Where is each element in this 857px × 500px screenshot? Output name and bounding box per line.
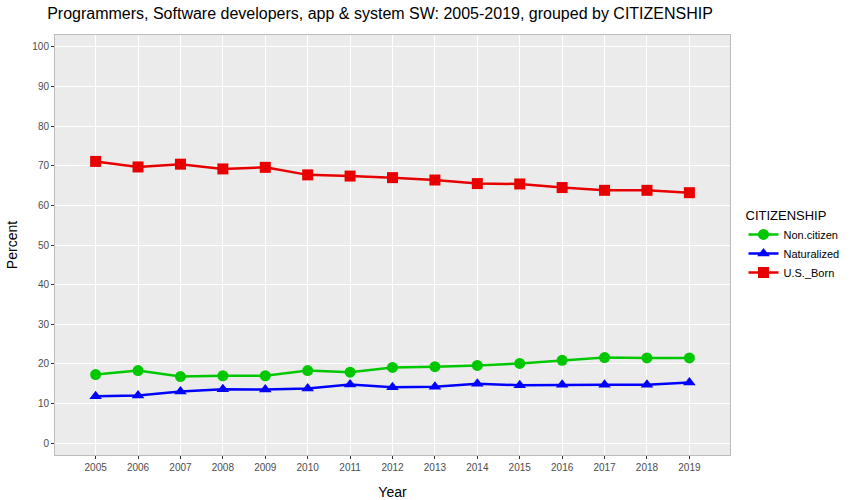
svg-text:2016: 2016 <box>551 462 574 473</box>
svg-text:70: 70 <box>38 160 50 171</box>
svg-text:2006: 2006 <box>127 462 150 473</box>
svg-text:2008: 2008 <box>212 462 235 473</box>
svg-text:Naturalized: Naturalized <box>784 248 840 260</box>
svg-text:2007: 2007 <box>169 462 192 473</box>
svg-text:80: 80 <box>38 121 50 132</box>
svg-text:90: 90 <box>38 81 50 92</box>
svg-text:20: 20 <box>38 358 50 369</box>
svg-text:CITIZENSHIP: CITIZENSHIP <box>746 208 827 223</box>
svg-text:Percent: Percent <box>4 221 20 269</box>
svg-text:2012: 2012 <box>381 462 404 473</box>
svg-text:10: 10 <box>38 398 50 409</box>
svg-text:2018: 2018 <box>636 462 659 473</box>
svg-text:Programmers, Software develope: Programmers, Software developers, app & … <box>47 5 713 22</box>
svg-text:30: 30 <box>38 319 50 330</box>
svg-text:2011: 2011 <box>339 462 361 473</box>
svg-text:Year: Year <box>378 484 407 500</box>
svg-text:2010: 2010 <box>297 462 320 473</box>
svg-text:60: 60 <box>38 200 50 211</box>
svg-text:50: 50 <box>38 240 50 251</box>
svg-text:2013: 2013 <box>424 462 447 473</box>
svg-text:2015: 2015 <box>509 462 532 473</box>
svg-text:U.S._Born: U.S._Born <box>784 267 835 279</box>
svg-text:100: 100 <box>32 41 49 52</box>
svg-text:2017: 2017 <box>593 462 616 473</box>
svg-text:2009: 2009 <box>254 462 277 473</box>
svg-text:40: 40 <box>38 279 50 290</box>
svg-text:2019: 2019 <box>678 462 701 473</box>
svg-text:2014: 2014 <box>466 462 489 473</box>
svg-text:Non.citizen: Non.citizen <box>784 229 838 241</box>
svg-text:0: 0 <box>43 438 49 449</box>
svg-text:2005: 2005 <box>85 462 108 473</box>
